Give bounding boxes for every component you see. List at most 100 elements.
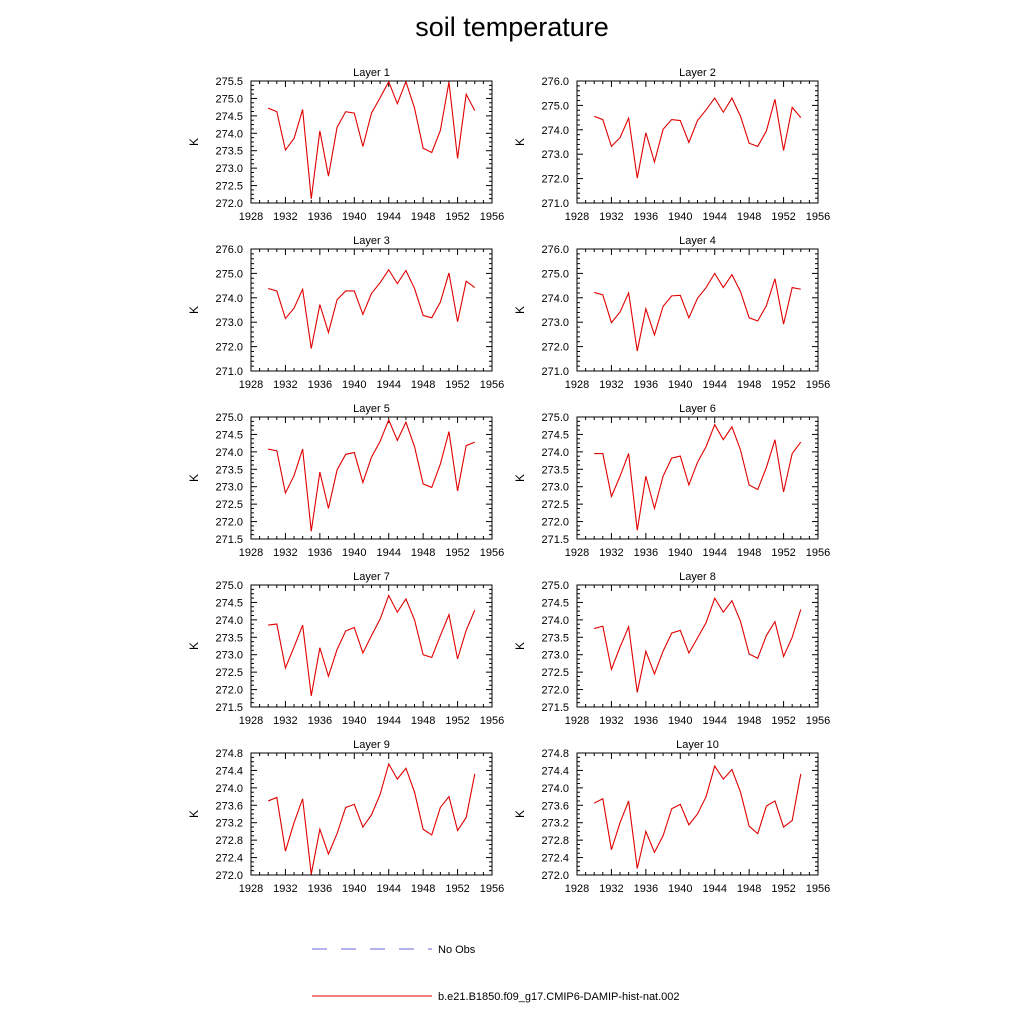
data-point: [731, 273, 733, 275]
x-tick-label: 1948: [411, 211, 435, 223]
data-point: [439, 301, 441, 303]
data-point: [267, 448, 269, 450]
data-point: [722, 611, 724, 613]
data-point: [670, 295, 672, 297]
y-tick-label: 276.0: [215, 244, 243, 256]
data-point: [301, 798, 303, 800]
data-point: [439, 463, 441, 465]
data-point: [319, 828, 321, 830]
data-point: [370, 456, 372, 458]
data-point: [439, 634, 441, 636]
x-tick-label: 1956: [480, 883, 504, 895]
data-point: [388, 763, 390, 765]
data-point: [396, 282, 398, 284]
x-tick-label: 1948: [737, 715, 761, 727]
x-tick-label: 1928: [565, 379, 589, 391]
panel-title: Layer 8: [679, 571, 716, 583]
data-point: [739, 115, 741, 117]
data-point: [800, 116, 802, 118]
data-point: [705, 621, 707, 623]
data-point: [645, 650, 647, 652]
data-point: [448, 272, 450, 274]
data-point: [645, 308, 647, 310]
data-point: [456, 658, 458, 660]
data-point: [774, 438, 776, 440]
y-tick-label: 272.0: [215, 870, 243, 882]
x-tick-label: 1952: [445, 211, 469, 223]
plot-frame: [576, 416, 819, 540]
data-point: [431, 317, 433, 319]
data-point: [627, 452, 629, 454]
y-tick-label: 274.4: [215, 765, 243, 777]
data-point: [456, 490, 458, 492]
y-tick-label: 272.8: [215, 835, 243, 847]
data-point: [293, 474, 295, 476]
data-point: [662, 475, 664, 477]
x-tick-label: 1932: [599, 379, 623, 391]
data-point: [422, 828, 424, 830]
data-point: [679, 455, 681, 457]
data-point: [284, 492, 286, 494]
x-tick-label: 1948: [737, 547, 761, 559]
y-tick-label: 276.0: [541, 76, 569, 88]
x-tick-label: 1932: [273, 379, 297, 391]
panel-layer-9: Layer 9 K 1928 1932 1936 1940 1944 1948 1952 1956…: [187, 739, 504, 895]
y-tick-label: 275.0: [541, 412, 569, 424]
y-axis-label: K: [513, 810, 527, 818]
data-point: [731, 768, 733, 770]
data-point: [276, 623, 278, 625]
data-point: [748, 825, 750, 827]
data-point: [301, 288, 303, 290]
data-point: [679, 119, 681, 121]
y-tick-label: 275.0: [541, 580, 569, 592]
data-point: [670, 808, 672, 810]
y-axis-label: K: [513, 642, 527, 650]
data-point: [474, 773, 476, 775]
data-point: [791, 106, 793, 108]
data-point: [413, 287, 415, 289]
data-point: [456, 829, 458, 831]
data-point: [791, 636, 793, 638]
data-point: [327, 331, 329, 333]
data-point: [267, 800, 269, 802]
y-tick-label: 274.0: [215, 447, 243, 459]
x-tick-label: 1928: [565, 715, 589, 727]
panel-layer-10: Layer 10 K 1928 1932 1936 1940 1944 1948 1952 195…: [513, 739, 830, 895]
data-point: [405, 269, 407, 271]
data-point: [370, 292, 372, 294]
x-tick-label: 1956: [806, 547, 830, 559]
y-tick-label: 274.8: [541, 748, 569, 760]
x-tick-label: 1940: [668, 715, 692, 727]
panel-title: Layer 6: [679, 403, 716, 415]
y-tick-label: 271.0: [541, 366, 569, 378]
data-point: [319, 130, 321, 132]
data-point: [336, 648, 338, 650]
data-point: [353, 803, 355, 805]
x-tick-label: 1948: [411, 883, 435, 895]
y-tick-label: 272.5: [215, 181, 243, 193]
series-line: [268, 418, 475, 532]
data-point: [670, 632, 672, 634]
data-point: [645, 132, 647, 134]
data-point: [705, 445, 707, 447]
data-point: [602, 118, 604, 120]
y-tick-label: 273.0: [215, 650, 243, 662]
data-point: [276, 450, 278, 452]
y-tick-label: 272.4: [541, 853, 569, 865]
data-point: [800, 288, 802, 290]
x-tick-label: 1944: [702, 211, 726, 223]
data-point: [362, 313, 364, 315]
data-point: [396, 611, 398, 613]
x-tick-label: 1944: [702, 547, 726, 559]
data-point: [448, 430, 450, 432]
plot-frame: [576, 80, 819, 204]
data-point: [396, 439, 398, 441]
x-tick-label: 1948: [737, 379, 761, 391]
x-tick-label: 1928: [565, 547, 589, 559]
data-point: [800, 773, 802, 775]
x-tick-label: 1928: [239, 883, 263, 895]
series-line: [593, 764, 802, 869]
data-point: [696, 461, 698, 463]
data-point: [310, 530, 312, 532]
series-line: [594, 96, 802, 179]
